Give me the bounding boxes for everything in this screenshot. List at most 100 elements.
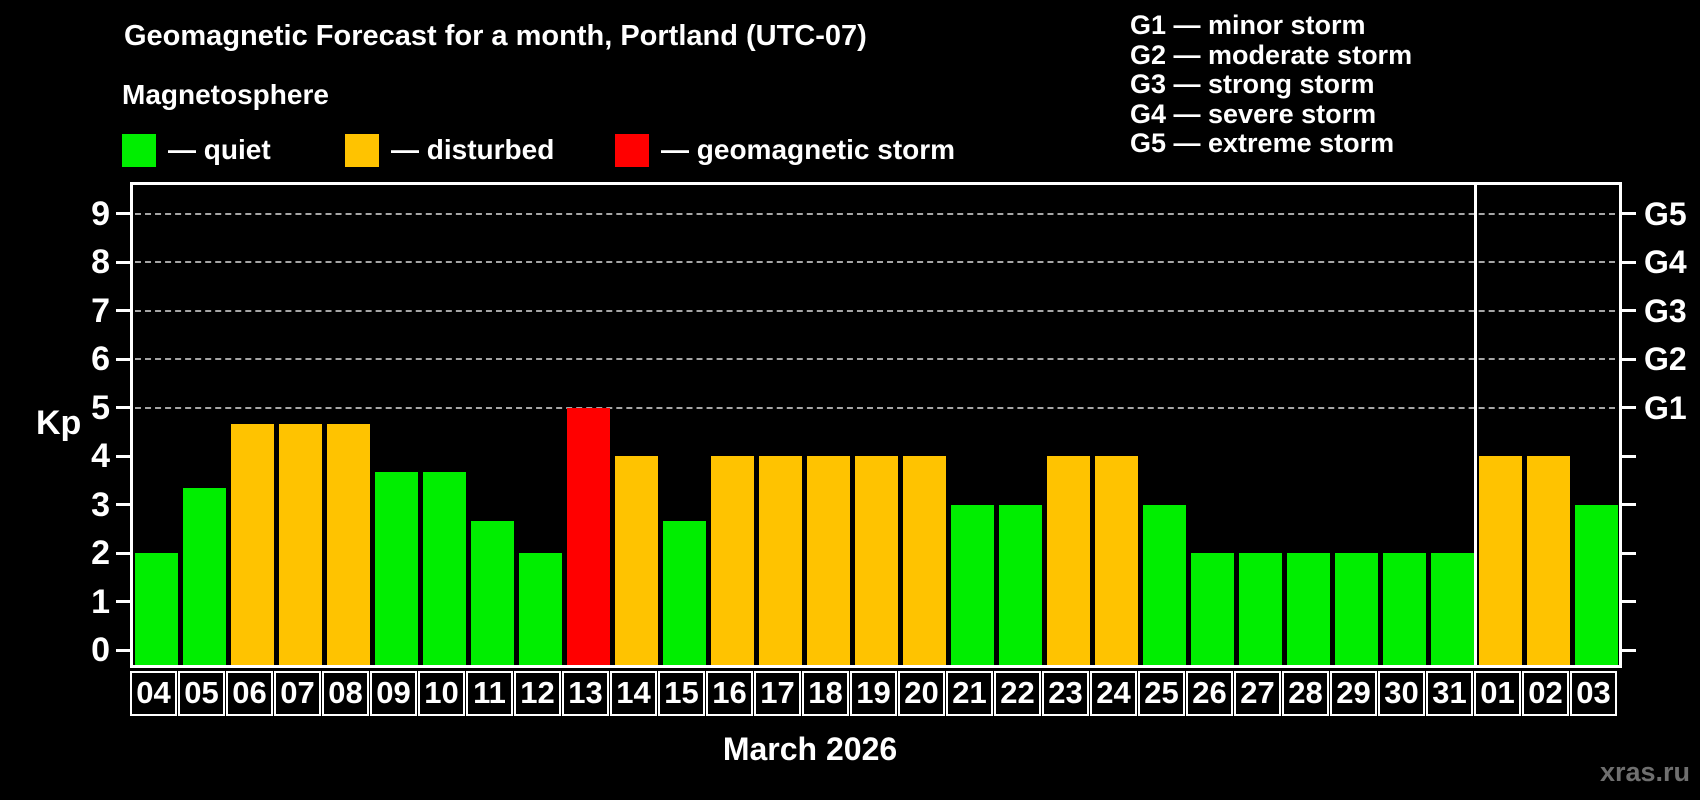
y-axis-tick-right-1 [1622,600,1636,603]
y-axis-label-3: 3 [91,485,110,524]
bar-day-23 [1046,456,1090,665]
day-label-27: 27 [1234,671,1281,716]
day-label-04: 04 [130,671,177,716]
gridline-kp5 [135,406,1615,409]
storm-scale-legend-line: G4 — severe storm [1130,98,1377,129]
bar-day-06 [230,423,274,665]
day-label-03: 03 [1570,671,1617,716]
bar-day-18 [806,456,850,665]
quiet-swatch-icon [122,133,156,167]
day-label-17: 17 [754,671,801,716]
y-axis-title: Kp [36,404,82,442]
right-axis-label-g2: G2 [1644,341,1687,377]
gridline-kp7 [135,309,1615,312]
day-label-24: 24 [1090,671,1137,716]
day-label-30: 30 [1378,671,1425,716]
disturbed-swatch-icon [345,133,379,167]
bar-day-31 [1430,553,1474,665]
x-axis-title: March 2026 [722,731,898,767]
day-label-31: 31 [1426,671,1473,716]
y-axis-tick-right-6 [1622,357,1636,361]
day-label-06: 06 [226,671,273,716]
right-axis-label-g3: G3 [1644,292,1687,329]
y-axis-tick-right-8 [1622,260,1636,264]
gridline-kp8 [135,261,1615,263]
storm-scale-legend-line: G1 — minor storm [1130,10,1366,40]
right-axis-label-g5: G5 [1644,195,1687,232]
day-label-26: 26 [1186,671,1233,716]
y-axis-label-0: 0 [91,631,110,669]
day-label-09: 09 [370,671,417,716]
day-label-29: 29 [1330,671,1377,716]
right-axis-label-g4: G4 [1644,244,1687,280]
y-axis-tick-left-8 [116,260,130,264]
day-label-10: 10 [418,671,465,716]
bar-day-29 [1334,553,1378,665]
bar-day-14 [614,456,658,665]
bar-day-25 [1142,504,1186,665]
y-axis-tick-right-7 [1622,309,1636,312]
y-axis-label-8: 8 [91,243,110,281]
legend-item-storm: — geomagnetic storm [615,133,955,167]
bar-day-01 [1478,456,1522,665]
day-label-20: 20 [898,671,945,716]
day-label-01: 01 [1474,671,1521,716]
y-axis-tick-left-4 [116,454,130,458]
day-label-25: 25 [1138,671,1185,716]
bar-day-13 [566,407,610,665]
bar-day-17 [758,456,802,665]
y-axis-tick-right-0 [1622,648,1636,652]
bar-day-27 [1238,553,1282,665]
y-axis-tick-left-6 [116,357,130,361]
bar-day-20 [902,456,946,665]
y-axis-label-9: 9 [91,194,110,233]
chart-title: Geomagnetic Forecast for a month, Portla… [124,20,867,52]
gridline-kp9 [135,212,1615,215]
gridline-kp6 [135,358,1615,360]
y-axis-tick-right-3 [1622,503,1636,506]
storm-scale-legend-line: G3 — strong storm [1130,69,1375,100]
bar-day-28 [1286,553,1330,665]
bar-day-03 [1574,504,1618,665]
magnetosphere-label: Magnetosphere [122,79,329,110]
bar-day-19 [854,456,898,665]
y-axis-label-2: 2 [91,534,110,572]
day-label-23: 23 [1042,671,1089,716]
y-axis-tick-left-1 [116,600,130,603]
day-label-21: 21 [946,671,993,716]
legend-item-label: — disturbed [391,134,555,165]
y-axis-tick-left-9 [116,212,130,215]
day-label-08: 08 [322,671,369,716]
y-axis-label-4: 4 [91,437,110,475]
day-label-15: 15 [658,671,705,716]
bar-day-02 [1526,456,1570,665]
bar-day-11 [470,520,514,665]
plot-area [130,182,1622,668]
bar-day-08 [326,423,370,665]
legend-item-label: — quiet [168,134,271,165]
month-separator-line [1474,185,1477,665]
day-label-14: 14 [610,671,657,716]
bar-day-15 [662,520,706,665]
bar-day-26 [1190,553,1234,665]
y-axis-tick-right-4 [1622,454,1636,458]
bar-day-24 [1094,456,1138,665]
y-axis-tick-right-2 [1622,551,1636,555]
bar-day-05 [182,488,226,665]
bar-day-07 [278,423,322,665]
day-label-22: 22 [994,671,1041,716]
storm-swatch-icon [615,133,649,167]
day-label-13: 13 [562,671,609,716]
y-axis-label-1: 1 [91,582,110,621]
y-axis-tick-left-2 [116,551,130,555]
y-axis-tick-left-5 [116,406,130,409]
day-label-05: 05 [178,671,225,716]
y-axis-tick-left-0 [116,648,130,652]
legend-item-quiet: — quiet [122,133,271,167]
y-axis-tick-right-5 [1622,406,1636,409]
y-axis-label-7: 7 [91,291,110,330]
bar-day-12 [518,553,562,665]
storm-scale-legend-line: G5 — extreme storm [1130,128,1395,159]
bar-day-04 [134,553,178,665]
bar-day-30 [1382,553,1426,665]
